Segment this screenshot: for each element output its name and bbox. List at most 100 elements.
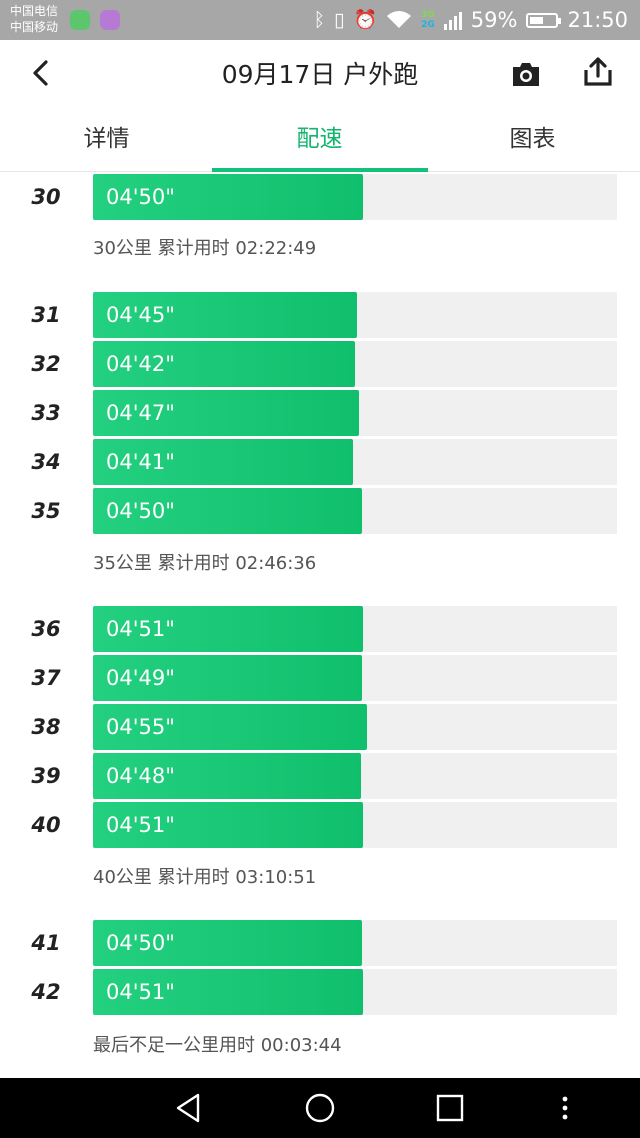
back-arrow-icon[interactable] <box>26 58 56 88</box>
battery-icon <box>526 12 562 28</box>
pace-value: 04'51" <box>106 813 175 837</box>
pace-row: 31 04'45" <box>0 292 640 338</box>
app-header: 09月17日 户外跑 <box>0 40 640 106</box>
pace-bar: 04'50" <box>93 920 362 966</box>
pace-row: 40 04'51" <box>0 802 640 848</box>
km-label: 30 <box>31 185 61 209</box>
pace-bar: 04'47" <box>93 390 360 436</box>
pace-value: 04'50" <box>106 931 175 955</box>
status-icons: ᛒ ▯ ⏰ 3G 2G 59% 21:50 <box>314 8 628 32</box>
tab-charts[interactable]: 图表 <box>509 126 556 152</box>
km-label: 40 <box>31 813 61 837</box>
pace-row: 33 04'47" <box>0 390 640 436</box>
pace-bar: 04'51" <box>93 802 363 848</box>
pace-track: 04'50" <box>93 174 617 220</box>
split-summary: 最后不足一公里用时 00:03:44 <box>93 1035 342 1056</box>
pace-row: 41 04'50" <box>0 920 640 966</box>
pace-row: 37 04'49" <box>0 655 640 701</box>
km-label: 35 <box>31 499 61 523</box>
page-title: 09月17日 户外跑 <box>221 60 419 89</box>
pace-bar: 04'50" <box>93 488 362 534</box>
split-summary: 35公里 累计用时 02:46:36 <box>93 553 317 574</box>
km-label: 42 <box>31 980 61 1004</box>
carrier-2: 中国移动 <box>10 20 59 34</box>
pace-value: 04'51" <box>106 980 175 1004</box>
pace-bar: 04'51" <box>93 606 363 652</box>
nav-home-icon[interactable] <box>303 1091 337 1125</box>
pace-row: 32 04'42" <box>0 341 640 387</box>
km-label: 37 <box>31 666 61 690</box>
km-label: 39 <box>31 764 61 788</box>
km-label: 36 <box>31 617 61 641</box>
bluetooth-icon: ᛒ <box>313 9 325 31</box>
nav-back-icon[interactable] <box>172 1091 206 1125</box>
pace-value: 04'50" <box>106 185 175 209</box>
split-summary: 30公里 累计用时 02:22:49 <box>93 238 317 259</box>
pace-list[interactable]: 30 04'50" 30公里 累计用时 02:22:49 31 04'45" 3… <box>0 172 640 1078</box>
pace-value: 04'49" <box>106 666 175 690</box>
pace-bar: 04'55" <box>93 704 368 750</box>
pace-bar: 04'48" <box>93 753 361 799</box>
pace-bar: 04'50" <box>93 174 363 220</box>
tab-details[interactable]: 详情 <box>83 126 130 152</box>
notification-app-icon <box>70 10 90 30</box>
pace-track: 04'42" <box>93 341 617 387</box>
km-label: 33 <box>31 401 61 425</box>
tab-bar: 详情 配速 图表 <box>0 106 640 172</box>
wifi-icon <box>387 11 412 28</box>
pace-value: 04'45" <box>106 303 175 327</box>
pace-bar: 04'45" <box>93 292 357 338</box>
nav-menu-icon[interactable] <box>548 1091 582 1125</box>
pace-track: 04'49" <box>93 655 617 701</box>
pace-track: 04'55" <box>93 704 617 750</box>
network-2: 2G <box>421 20 435 30</box>
alarm-icon: ⏰ <box>353 9 378 31</box>
pace-row: 30 04'50" <box>0 174 640 220</box>
notification-gallery-icon <box>100 10 120 30</box>
pace-row: 36 04'51" <box>0 606 640 652</box>
system-nav-bar <box>0 1078 640 1138</box>
pace-value: 04'55" <box>106 715 175 739</box>
pace-track: 04'51" <box>93 969 617 1015</box>
pace-track: 04'45" <box>93 292 617 338</box>
pace-row: 42 04'51" <box>0 969 640 1015</box>
carrier-1: 中国电信 <box>10 4 59 18</box>
pace-row: 38 04'55" <box>0 704 640 750</box>
status-bar: 中国电信 中国移动 ᛒ ▯ ⏰ 3G 2G 59% 21:50 <box>0 0 640 40</box>
battery-percent: 59% <box>470 8 518 32</box>
pace-bar: 04'49" <box>93 655 362 701</box>
tab-pace[interactable]: 配速 <box>296 126 343 152</box>
km-label: 41 <box>31 931 61 955</box>
nav-recents-icon[interactable] <box>433 1091 467 1125</box>
pace-track: 04'51" <box>93 606 617 652</box>
carrier-info: 中国电信 中国移动 <box>10 3 58 35</box>
pace-track: 04'41" <box>93 439 617 485</box>
km-label: 31 <box>31 303 61 327</box>
km-label: 34 <box>31 450 61 474</box>
vibrate-icon: ▯ <box>333 9 345 31</box>
pace-track: 04'47" <box>93 390 617 436</box>
network-1: 3G <box>421 10 435 20</box>
camera-icon[interactable] <box>510 60 542 88</box>
pace-bar: 04'41" <box>93 439 353 485</box>
share-icon[interactable] <box>582 56 614 88</box>
pace-bar: 04'51" <box>93 969 363 1015</box>
tab-active-indicator <box>212 168 428 172</box>
pace-value: 04'41" <box>106 450 175 474</box>
pace-value: 04'51" <box>106 617 175 641</box>
pace-value: 04'48" <box>106 764 175 788</box>
pace-track: 04'48" <box>93 753 617 799</box>
signal-icon <box>443 10 462 30</box>
network-types: 3G 2G <box>421 10 435 30</box>
split-summary: 40公里 累计用时 03:10:51 <box>93 867 317 888</box>
pace-row: 34 04'41" <box>0 439 640 485</box>
pace-row: 39 04'48" <box>0 753 640 799</box>
pace-track: 04'50" <box>93 920 617 966</box>
pace-track: 04'51" <box>93 802 617 848</box>
km-label: 38 <box>31 715 61 739</box>
pace-track: 04'50" <box>93 488 617 534</box>
pace-value: 04'42" <box>106 352 175 376</box>
pace-value: 04'47" <box>106 401 175 425</box>
pace-row: 35 04'50" <box>0 488 640 534</box>
pace-value: 04'50" <box>106 499 175 523</box>
